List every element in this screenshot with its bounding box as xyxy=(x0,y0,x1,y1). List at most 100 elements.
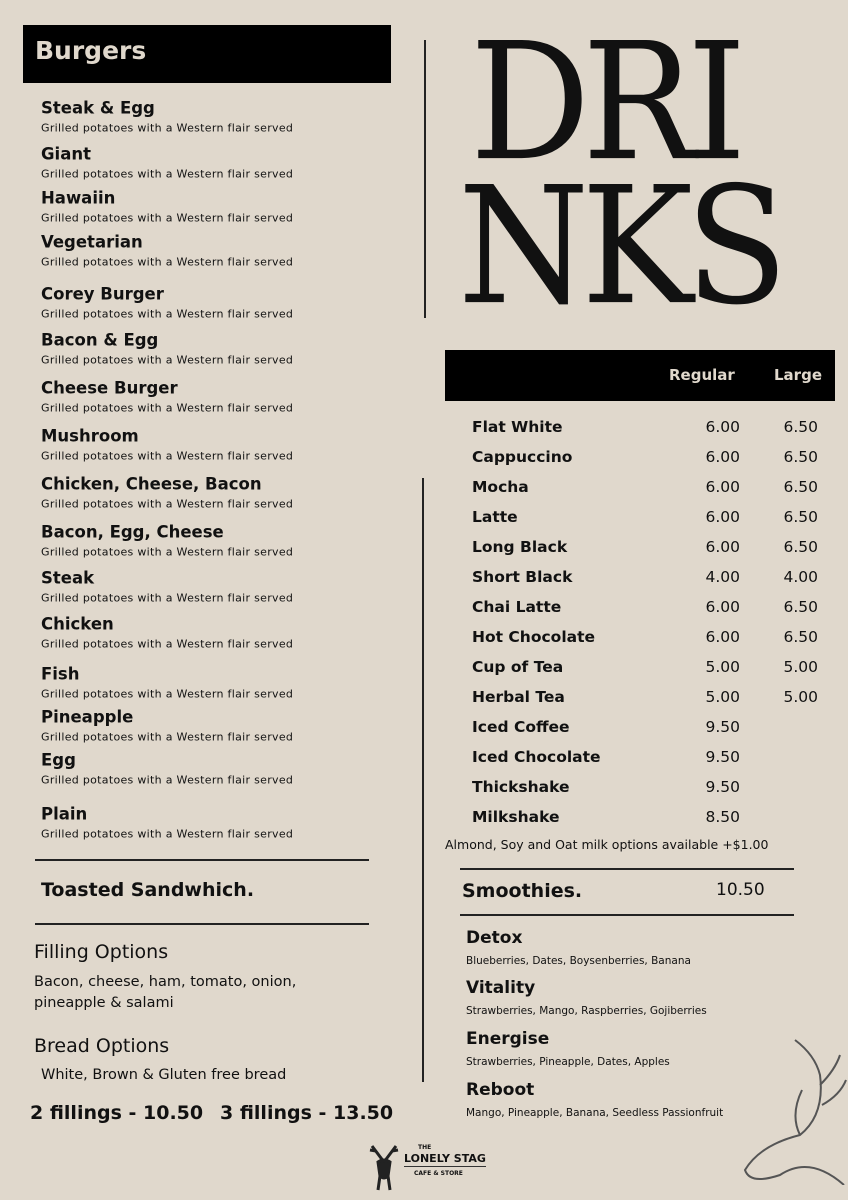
smoothie-name: Reboot xyxy=(466,1080,535,1100)
drink-regular-price: 6.00 xyxy=(705,538,740,556)
burger-desc: Grilled potatoes with a Western flair se… xyxy=(41,449,294,463)
stag-icon xyxy=(369,1145,399,1191)
filling-text: Bacon, cheese, ham, tomato, onion, pinea… xyxy=(34,974,297,1011)
burger-name: Corey Burger xyxy=(41,284,164,304)
burger-name: Steak xyxy=(41,568,95,588)
drink-large-price: 6.50 xyxy=(783,538,818,556)
burger-desc: Grilled potatoes with a Western flair se… xyxy=(41,211,294,225)
drinks-title-line1: DRI xyxy=(470,9,746,197)
drink-regular-price: 6.00 xyxy=(705,628,740,646)
burger-desc: Grilled potatoes with a Western flair se… xyxy=(41,307,294,321)
milk-note: Almond, Soy and Oat milk options availab… xyxy=(445,837,769,852)
drink-large-price: 6.50 xyxy=(783,448,818,466)
drink-regular-price: 6.00 xyxy=(705,478,740,496)
burger-name: Vegetarian xyxy=(41,232,143,252)
divider xyxy=(424,40,426,318)
burger-desc: Grilled potatoes with a Western flair se… xyxy=(41,827,294,841)
drink-name: Iced Chocolate xyxy=(472,748,601,766)
smoothie-name: Energise xyxy=(466,1029,550,1049)
drink-regular-price: 6.00 xyxy=(705,508,740,526)
drink-large-price: 4.00 xyxy=(783,568,818,586)
drinks-table-header: Regular Large xyxy=(445,350,835,401)
drink-large-price: 5.00 xyxy=(783,658,818,676)
drink-name: Latte xyxy=(472,508,518,526)
burger-name: Fish xyxy=(41,664,80,684)
burger-name: Bacon & Egg xyxy=(41,330,159,350)
divider xyxy=(422,478,424,1082)
antler-icon xyxy=(743,1039,847,1185)
drink-large-price: 5.00 xyxy=(783,688,818,706)
drink-regular-price: 9.50 xyxy=(705,718,740,736)
divider xyxy=(35,923,369,925)
burger-name: Plain xyxy=(41,804,88,824)
smoothie-desc: Strawberries, Mango, Raspberries, Gojibe… xyxy=(466,1005,707,1017)
logo: THE LONELY STAG CAFE & STORE xyxy=(366,1142,486,1192)
price-3-fillings: 3 fillings - 13.50 xyxy=(220,1102,394,1124)
drink-regular-price: 6.00 xyxy=(705,598,740,616)
filling-title: Filling Options xyxy=(34,941,169,963)
drink-regular-price: 4.00 xyxy=(705,568,740,586)
drink-regular-price: 9.50 xyxy=(705,748,740,766)
drinks-title-line2: NKS xyxy=(458,153,788,341)
burger-name: Steak & Egg xyxy=(41,98,155,118)
drink-name: Milkshake xyxy=(472,808,560,826)
smoothies-title: Smoothies. xyxy=(462,880,583,902)
drink-large-price: 6.50 xyxy=(783,418,818,436)
drink-name: Cup of Tea xyxy=(472,658,564,676)
drink-large-price: 6.50 xyxy=(783,628,818,646)
burger-desc: Grilled potatoes with a Western flair se… xyxy=(41,255,294,269)
smoothies-price: 10.50 xyxy=(716,880,765,900)
price-2-fillings: 2 fillings - 10.50 xyxy=(30,1102,204,1124)
smoothie-desc: Blueberries, Dates, Boysenberries, Banan… xyxy=(466,955,691,967)
bread-title: Bread Options xyxy=(34,1035,170,1057)
burger-desc: Grilled potatoes with a Western flair se… xyxy=(41,497,294,511)
smoothie-name: Vitality xyxy=(466,978,536,998)
drink-name: Thickshake xyxy=(472,778,570,796)
burger-desc: Grilled potatoes with a Western flair se… xyxy=(41,121,294,135)
sandwich-title: Toasted Sandwhich. xyxy=(41,879,255,901)
burger-name: Pineapple xyxy=(41,707,134,727)
drink-regular-price: 6.00 xyxy=(705,418,740,436)
smoothie-name: Detox xyxy=(466,928,523,948)
burger-desc: Grilled potatoes with a Western flair se… xyxy=(41,773,294,787)
drink-regular-price: 5.00 xyxy=(705,658,740,676)
burger-name: Mushroom xyxy=(41,426,139,446)
drink-regular-price: 6.00 xyxy=(705,448,740,466)
burger-desc: Grilled potatoes with a Western flair se… xyxy=(41,591,294,605)
drink-name: Iced Coffee xyxy=(472,718,570,736)
col-large: Large xyxy=(774,366,822,384)
col-regular: Regular xyxy=(669,366,735,384)
drink-name: Hot Chocolate xyxy=(472,628,596,646)
burger-desc: Grilled potatoes with a Western flair se… xyxy=(41,353,294,367)
drink-name: Mocha xyxy=(472,478,529,496)
burger-name: Chicken xyxy=(41,614,114,634)
drink-name: Cappuccino xyxy=(472,448,573,466)
burger-desc: Grilled potatoes with a Western flair se… xyxy=(41,687,294,701)
burger-name: Giant xyxy=(41,144,91,164)
drink-large-price: 6.50 xyxy=(783,598,818,616)
burger-desc: Grilled potatoes with a Western flair se… xyxy=(41,401,294,415)
divider xyxy=(460,914,794,916)
drink-name: Herbal Tea xyxy=(472,688,565,706)
burger-desc: Grilled potatoes with a Western flair se… xyxy=(41,167,294,181)
burger-name: Cheese Burger xyxy=(41,378,178,398)
smoothie-desc: Mango, Pineapple, Banana, Seedless Passi… xyxy=(466,1107,724,1119)
burger-name: Hawaiin xyxy=(41,188,116,208)
divider xyxy=(35,859,369,861)
burger-name: Chicken, Cheese, Bacon xyxy=(41,474,262,494)
burgers-title: Burgers xyxy=(35,36,147,65)
burger-desc: Grilled potatoes with a Western flair se… xyxy=(41,637,294,651)
drink-name: Short Black xyxy=(472,568,573,586)
burgers-header: Burgers xyxy=(23,25,391,83)
bread-text: White, Brown & Gluten free bread xyxy=(41,1067,287,1083)
burger-desc: Grilled potatoes with a Western flair se… xyxy=(41,545,294,559)
drink-name: Long Black xyxy=(472,538,568,556)
drink-regular-price: 5.00 xyxy=(705,688,740,706)
drink-name: Flat White xyxy=(472,418,563,436)
drink-regular-price: 8.50 xyxy=(705,808,740,826)
burger-name: Egg xyxy=(41,750,76,770)
burger-name: Bacon, Egg, Cheese xyxy=(41,522,224,542)
smoothie-desc: Strawberries, Pineapple, Dates, Apples xyxy=(466,1056,670,1068)
drink-large-price: 6.50 xyxy=(783,508,818,526)
burger-desc: Grilled potatoes with a Western flair se… xyxy=(41,730,294,744)
